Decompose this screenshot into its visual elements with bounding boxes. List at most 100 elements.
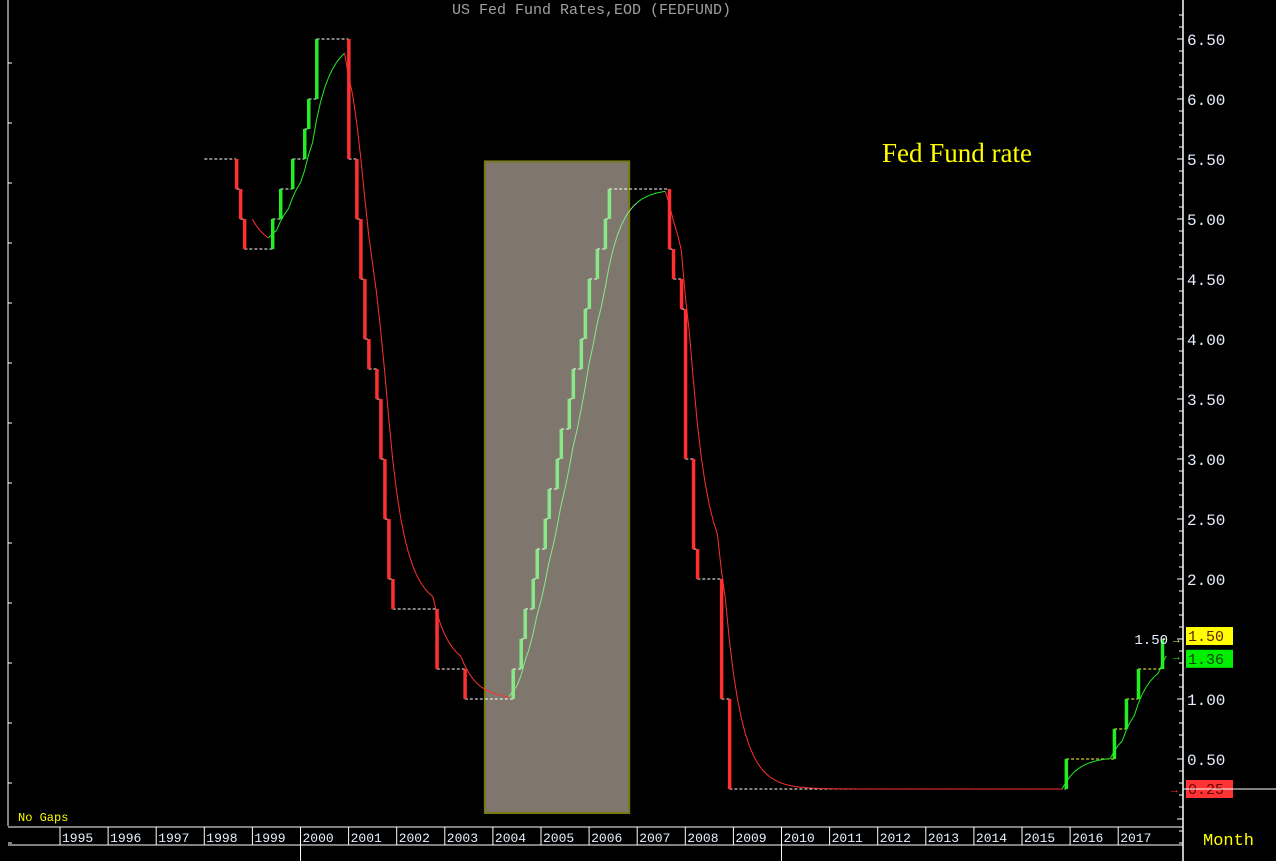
moving-average-segment <box>1102 758 1107 761</box>
rate-hike-bar <box>511 669 515 699</box>
moving-average-segment <box>1157 663 1163 674</box>
moving-average-segment <box>556 505 562 527</box>
moving-average-segment <box>1125 721 1131 731</box>
moving-average-segment <box>765 772 770 778</box>
moving-average-segment <box>275 221 281 231</box>
x-tick-label: 2009 <box>735 831 766 846</box>
moving-average-segment <box>324 77 330 89</box>
moving-average-segment <box>288 197 293 209</box>
moving-average-segment <box>412 565 418 576</box>
rate-hike-bar <box>1124 699 1129 729</box>
moving-average-segment <box>360 156 366 197</box>
moving-average-segment <box>712 521 718 535</box>
rate-hike-bar <box>571 369 576 399</box>
rate-hike-bar <box>278 189 283 219</box>
moving-average-segment <box>320 88 326 103</box>
moving-average-segment <box>668 203 674 221</box>
rate-hike-bar <box>555 459 560 489</box>
moving-average-segment <box>596 307 602 325</box>
moving-average-segment <box>448 641 454 649</box>
moving-average-segment <box>524 649 530 662</box>
moving-average-segment <box>532 615 538 635</box>
rate-hike-bar <box>567 399 572 429</box>
moving-average-segment <box>364 196 370 235</box>
moving-average-segment <box>436 612 442 626</box>
x-tick-label: 1995 <box>62 831 93 846</box>
rate-hike-bar <box>1112 729 1117 759</box>
moving-average-segment <box>604 266 610 289</box>
rate-cut-bar <box>387 519 391 579</box>
moving-average-segment <box>793 785 798 788</box>
arrow-icon: → <box>1171 785 1178 797</box>
moving-average-segment <box>344 53 350 77</box>
moving-average-segment <box>1137 693 1143 704</box>
moving-average-segment <box>548 545 554 563</box>
moving-average-segment <box>332 62 338 70</box>
moving-average-segment <box>484 688 490 692</box>
x-tick-label: 2004 <box>495 831 526 846</box>
x-tick-label: 2008 <box>687 831 718 846</box>
moving-average-segment <box>789 784 794 787</box>
rate-hike-bar <box>535 549 539 579</box>
rate-hike-bar <box>583 309 588 339</box>
moving-average-segment <box>440 624 446 635</box>
y-tick-label: 1.50 <box>1134 633 1168 649</box>
moving-average-segment <box>640 196 646 201</box>
y-tick-label: 1.00 <box>1187 692 1225 710</box>
moving-average-segment <box>636 199 642 203</box>
moving-average-segment <box>508 690 514 698</box>
rate-cut-bar <box>463 669 467 699</box>
moving-average-segment <box>476 682 482 688</box>
moving-average-segment <box>688 331 694 380</box>
moving-average-segment <box>260 230 265 236</box>
moving-average-segment <box>392 459 398 493</box>
moving-average-segment <box>512 685 518 692</box>
moving-average-segment <box>696 423 702 458</box>
period-label[interactable]: Month <box>1203 832 1255 851</box>
moving-average-segment <box>1085 762 1091 765</box>
rate-cut-bar <box>359 219 363 279</box>
moving-average-segment <box>716 534 722 571</box>
x-tick-label: 1996 <box>110 831 141 846</box>
moving-average-segment <box>452 647 458 654</box>
moving-average-segment <box>724 598 730 641</box>
moving-average-segment <box>1065 776 1071 783</box>
rate-cut-bar <box>238 189 243 219</box>
moving-average-segment <box>1141 686 1147 695</box>
moving-average-segment <box>645 194 650 198</box>
moving-average-segment <box>680 249 686 297</box>
rate-hike-bar <box>1064 759 1069 789</box>
rate-cut-bar <box>347 39 351 159</box>
moving-average-segment <box>460 656 466 666</box>
moving-average-segment <box>520 660 526 676</box>
moving-average-segment <box>728 640 734 674</box>
moving-average-segment <box>664 191 670 205</box>
rate-hike-bar <box>579 339 584 369</box>
x-tick-label: 2001 <box>351 831 382 846</box>
moving-average-segment <box>576 409 582 430</box>
y-tick-label: 2.00 <box>1187 572 1225 590</box>
moving-average-segment <box>1161 655 1167 664</box>
rate-cut-bar <box>695 549 700 579</box>
moving-average-segment <box>480 686 486 690</box>
moving-average-segment <box>700 457 706 485</box>
rate-cut-bar <box>679 279 684 309</box>
moving-average-segment <box>504 695 510 698</box>
moving-average-segment <box>612 235 618 250</box>
moving-average-segment <box>584 363 590 388</box>
moving-average-segment <box>500 694 506 697</box>
moving-average-segment <box>496 693 502 696</box>
rate-hike-bar <box>519 639 523 669</box>
last-value-label: 1.50 <box>1188 629 1224 646</box>
moving-average-segment <box>1061 781 1067 790</box>
moving-average-segment <box>284 208 289 215</box>
rate-hike-bar <box>559 429 564 459</box>
rate-hike-bar <box>603 219 608 249</box>
x-tick-label: 2014 <box>976 831 1007 846</box>
moving-average-segment <box>388 417 394 460</box>
rate-hike-bar <box>523 609 527 639</box>
moving-average-segment <box>672 220 678 234</box>
last-value-label-box <box>1186 627 1233 645</box>
moving-average-segment <box>560 488 566 506</box>
